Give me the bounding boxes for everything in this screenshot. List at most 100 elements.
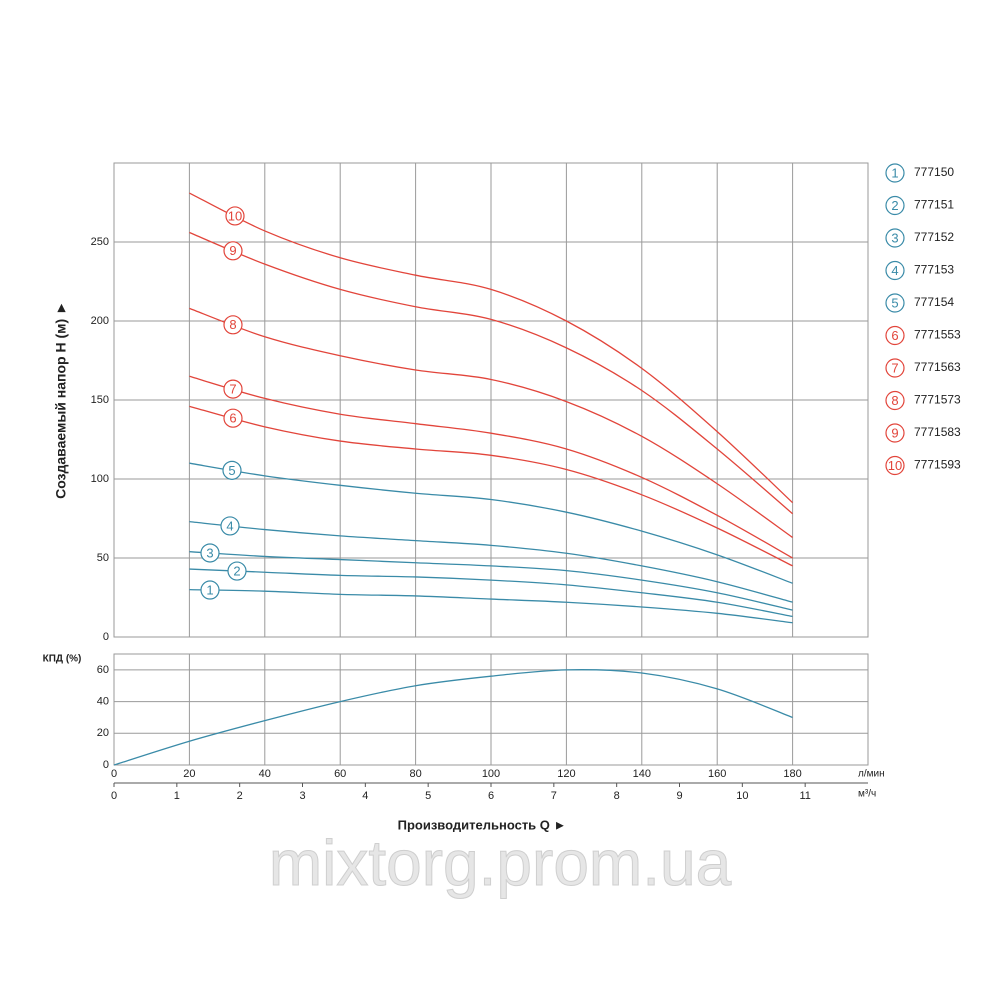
curve-label-circle (200, 580, 220, 600)
curve-label-circle (223, 241, 243, 261)
legend-label: 777150 (914, 165, 954, 179)
legend-number: 3 (891, 230, 898, 245)
curve-label: 10 (228, 208, 242, 223)
curve-label: 7 (229, 382, 236, 397)
legend-number: 9 (891, 425, 898, 440)
x-tick-label: 20 (183, 768, 195, 780)
legend-label: 777153 (914, 263, 954, 277)
x-tick-label: 100 (482, 768, 500, 780)
y-tick-label: 40 (97, 695, 109, 707)
x2-tick-label: 1 (174, 790, 180, 802)
y-axis-title: Создаваемый напор H (м) ► (53, 301, 69, 499)
curve-label: 5 (228, 463, 235, 478)
legend-label: 7771583 (914, 425, 961, 439)
x-tick-label: 140 (633, 768, 651, 780)
curve (189, 231, 794, 515)
legend-label: 7771563 (914, 360, 961, 374)
y-tick-label: 100 (91, 473, 109, 485)
y-tick-label: 150 (91, 394, 109, 406)
x-tick-label: 40 (259, 768, 271, 780)
curve (189, 192, 794, 504)
y-tick-label: 200 (91, 315, 109, 327)
curve-label-circle (222, 460, 242, 480)
curve (189, 405, 793, 567)
legend-label: 777152 (914, 230, 954, 244)
legend-circle (885, 260, 905, 281)
curve (189, 568, 793, 618)
curve-label-circle (223, 315, 243, 335)
watermark: mixtorg.prom.ua (269, 827, 732, 899)
curve (189, 551, 793, 611)
legend-number: 1 (891, 165, 898, 180)
x2-tick-label: 0 (111, 790, 117, 802)
curve-label: 9 (229, 243, 236, 258)
legend-number: 4 (891, 263, 898, 278)
curve-label-circle (223, 408, 243, 428)
x2-tick-label: 11 (799, 790, 810, 802)
legend-circle (885, 390, 905, 411)
curve (189, 307, 793, 538)
legend-circle (885, 455, 905, 476)
legend-label: 7771593 (914, 458, 961, 472)
x2-tick-label: 9 (676, 790, 682, 802)
legend-number: 6 (891, 328, 898, 343)
y-axis-title: КПД (%) (43, 654, 82, 665)
legend-circle (885, 358, 905, 378)
curve (113, 669, 793, 766)
x2-tick-label: 8 (614, 790, 620, 802)
legend-circle (885, 423, 905, 443)
curve-label-circle (225, 206, 245, 226)
curve-label-circle (220, 516, 240, 536)
curve (189, 521, 793, 603)
legend-number: 7 (891, 360, 898, 375)
legend-circle (885, 325, 905, 346)
curve (189, 375, 793, 559)
y-tick-label: 0 (103, 631, 109, 643)
x-tick-label: 180 (783, 768, 801, 780)
legend-number: 10 (888, 458, 902, 473)
legend-number: 2 (891, 198, 898, 213)
legend-circle (885, 293, 905, 313)
y-tick-label: 0 (103, 759, 109, 771)
legend-number: 8 (891, 393, 898, 408)
y-tick-label: 20 (97, 727, 109, 739)
y-tick-label: 50 (97, 552, 109, 564)
curve-label: 4 (226, 518, 233, 533)
x2-tick-label: 2 (237, 790, 243, 802)
x2-tick-label: 6 (488, 790, 494, 802)
curve-label: 6 (229, 411, 236, 426)
curve-label-circle (223, 379, 243, 399)
y-tick-label: 60 (97, 664, 109, 676)
legend-label: 777151 (914, 198, 954, 212)
curve-label: 3 (206, 545, 213, 560)
x-tick-label: 160 (708, 768, 726, 780)
x-unit: л/мин (858, 769, 885, 780)
curve-label-circle (227, 561, 247, 581)
legend-circle (885, 163, 905, 183)
curve-label: 8 (229, 317, 236, 332)
legend-label: 7771553 (914, 328, 961, 342)
legend-circle (885, 195, 905, 216)
x2-tick-label: 3 (299, 790, 305, 802)
x-tick-label: 80 (409, 768, 421, 780)
y-tick-label: 250 (91, 236, 109, 248)
x2-tick-label: 7 (551, 790, 557, 802)
legend-label: 777154 (914, 295, 954, 309)
curve (189, 588, 793, 624)
legend-circle (885, 228, 905, 248)
legend-label: 7771573 (914, 393, 961, 407)
curve-label: 1 (206, 582, 213, 597)
x-tick-label: 60 (334, 768, 346, 780)
curve-label-circle (200, 543, 220, 563)
x2-tick-label: 5 (425, 790, 431, 802)
x-tick-label: 0 (111, 768, 117, 780)
x-tick-label: 120 (557, 768, 575, 780)
x2-tick-label: 10 (736, 790, 748, 802)
curve-label: 2 (233, 563, 240, 578)
x2-tick-label: 4 (362, 790, 368, 802)
x2-unit: м³/ч (858, 789, 876, 800)
curve (189, 462, 793, 584)
x-axis-title: Производительность Q ► (398, 817, 567, 832)
legend-number: 5 (891, 295, 898, 310)
